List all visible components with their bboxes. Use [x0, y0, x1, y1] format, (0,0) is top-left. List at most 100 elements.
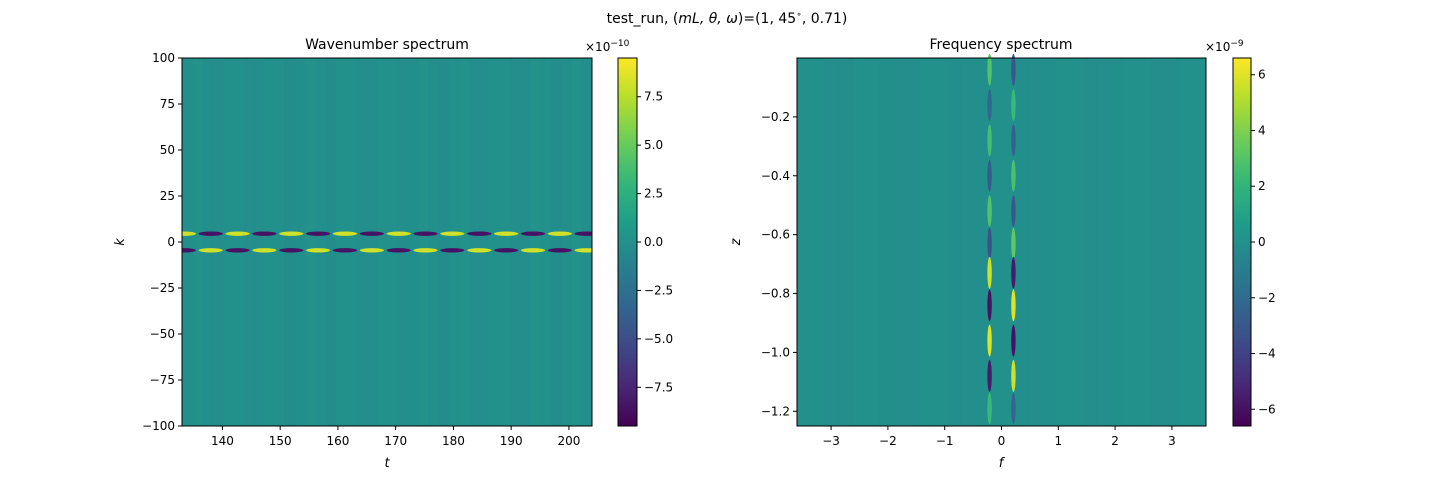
heatmap-column	[1165, 58, 1180, 426]
heatmap-column	[1178, 58, 1193, 426]
figure-suptitle: test_run, (mL, θ, ω)=(1, 45∘, 0.71)	[607, 10, 848, 27]
heatmap-column	[325, 58, 337, 426]
wavenumber-heatmap	[182, 58, 593, 426]
colorbar-tick-label: 6	[1258, 68, 1266, 82]
x-tick-label: −1	[936, 434, 954, 448]
heatmap-column	[865, 58, 880, 426]
band-lobe	[252, 248, 277, 253]
frequency-heatmap	[797, 53, 1207, 426]
band-lobe	[440, 248, 465, 253]
y-tick-label: −1.2	[761, 404, 790, 418]
heatmap-column	[376, 58, 388, 426]
band-lobe	[547, 231, 573, 236]
colorbar-tick-label: 5.0	[644, 138, 663, 152]
heatmap-column	[797, 58, 812, 426]
heatmap-column	[960, 58, 975, 426]
y-tick-label: −0.8	[761, 287, 790, 301]
heatmap-column	[851, 58, 866, 426]
wavenumber-colorbar-ticks: 7.5 5.0 2.5 0.0 −2.5 −5.0 −7.5	[637, 90, 673, 394]
y-tick-label: 50	[160, 143, 175, 157]
line-lobe	[1011, 195, 1016, 228]
band-lobe	[225, 231, 250, 236]
band-lobe	[440, 231, 465, 236]
band-lobe	[520, 248, 546, 253]
x-tick-label: 190	[500, 434, 523, 448]
heatmap-column	[243, 58, 255, 426]
colorbar-gradient	[618, 58, 637, 426]
frequency-colorbar-ticks: 6 4 2 0 −2 −4 −6	[1251, 68, 1276, 416]
y-tick-label: −0.6	[761, 228, 790, 242]
heatmap-column	[810, 58, 825, 426]
heatmap-column	[530, 58, 542, 426]
colorbar-tick-label: −5.0	[644, 332, 673, 346]
frequency-ylabel: z	[729, 237, 744, 246]
heatmap-column	[335, 58, 347, 426]
y-tick-label: 25	[160, 189, 175, 203]
band-lobe	[252, 231, 277, 236]
frequency-x-ticks: −3 −2 −1 0 1 2 3	[822, 426, 1176, 448]
frequency-colorbar-multiplier: ×10−9	[1205, 39, 1244, 54]
colorbar-tick-label: 0.0	[644, 235, 663, 249]
heatmap-column	[469, 58, 480, 426]
band-lobe	[225, 248, 250, 253]
colorbar-tick-label: −2	[1258, 291, 1276, 305]
band-lobe	[413, 231, 438, 236]
frequency-y-ticks: −0.2 −0.4 −0.6 −0.8 −1.0 −1.2	[761, 110, 797, 418]
heatmap-column	[1110, 58, 1125, 426]
line-lobe	[1011, 289, 1016, 322]
band-lobe	[386, 248, 411, 253]
heatmap-column	[489, 58, 501, 426]
heatmap-column	[448, 58, 460, 426]
band-lobe	[493, 248, 519, 253]
heatmap-column	[223, 58, 234, 426]
heatmap-column	[1083, 58, 1098, 426]
y-tick-label: −0.2	[761, 110, 790, 124]
x-tick-label: 160	[326, 434, 349, 448]
x-tick-label: 140	[211, 434, 234, 448]
y-tick-label: 75	[160, 97, 175, 111]
band-lobe	[467, 248, 492, 253]
wavenumber-colorbar-multiplier: ×10−10	[585, 39, 630, 54]
heatmap-column	[284, 58, 296, 426]
band-lobe	[359, 231, 385, 236]
x-tick-label: 200	[557, 434, 580, 448]
x-tick-label: −2	[879, 434, 897, 448]
heatmap-column	[946, 58, 962, 426]
line-lobe	[987, 324, 992, 357]
heatmap-column	[878, 58, 893, 426]
x-tick-label: 170	[384, 434, 407, 448]
line-lobe	[987, 159, 992, 192]
band-lobe	[413, 248, 438, 253]
heatmap-column	[479, 58, 490, 426]
heatmap-column	[1096, 58, 1112, 426]
heatmap-column	[407, 58, 419, 426]
colorbar-tick-label: 2.5	[644, 187, 663, 201]
heatmap-column	[906, 58, 921, 426]
band-lobe	[198, 248, 223, 253]
line-lobe	[1011, 324, 1016, 357]
line-lobe	[1011, 359, 1016, 392]
heatmap-column	[540, 58, 552, 426]
band-lobe	[467, 231, 492, 236]
band-lobe	[359, 248, 385, 253]
heatmap-column	[561, 58, 572, 426]
x-tick-label: 180	[442, 434, 465, 448]
y-tick-label: −25	[150, 281, 175, 295]
x-tick-label: 1	[1054, 434, 1062, 448]
y-tick-label: −1.0	[761, 345, 790, 359]
line-lobe	[1011, 227, 1016, 260]
heatmap-column	[510, 58, 521, 426]
band-lobe	[520, 231, 546, 236]
line-lobe	[1011, 53, 1016, 86]
heatmap-column	[1028, 58, 1043, 426]
heatmap-column	[438, 58, 449, 426]
line-lobe	[987, 392, 992, 425]
line-lobe	[987, 359, 992, 392]
y-tick-label: −0.4	[761, 169, 790, 183]
x-tick-label: −3	[822, 434, 840, 448]
band-lobe	[574, 248, 592, 253]
band-lobe	[574, 231, 592, 236]
line-lobe	[987, 53, 992, 86]
line-lobe	[1011, 392, 1016, 425]
